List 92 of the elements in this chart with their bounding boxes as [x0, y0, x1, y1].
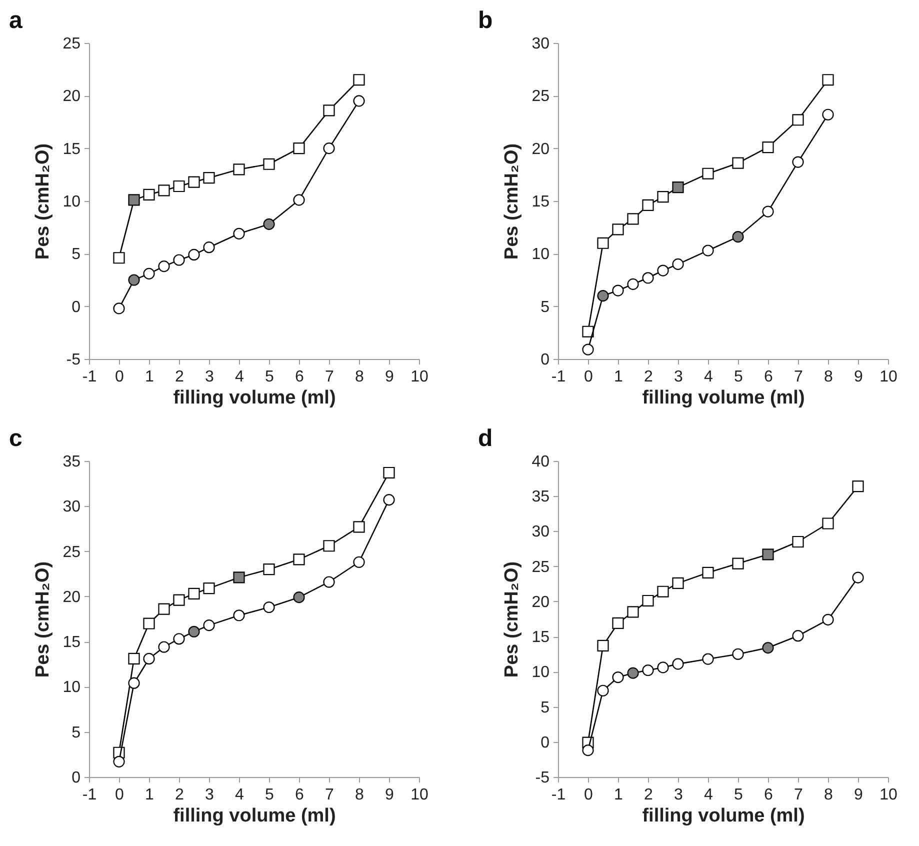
- x-tick-label: 6: [764, 786, 774, 804]
- y-tick-label: 10: [532, 246, 550, 264]
- y-tick-label: 5: [72, 724, 81, 742]
- x-tick-label: 1: [145, 368, 154, 386]
- x-tick-label: 2: [175, 786, 184, 804]
- x-tick-label: 1: [145, 786, 154, 804]
- x-tick-label: 7: [325, 368, 334, 386]
- x-axis-title: filling volume (ml): [642, 806, 805, 826]
- y-tick-label: 15: [532, 629, 550, 646]
- chart-title: b: [478, 7, 493, 34]
- y-tick-label: 35: [532, 488, 550, 506]
- x-tick-label: 10: [880, 368, 898, 386]
- x-axis-title: filling volume (ml): [173, 388, 336, 408]
- x-tick-label: 0: [115, 786, 124, 804]
- x-tick-label: 6: [764, 368, 774, 386]
- chart-title: a: [9, 7, 23, 34]
- x-tick-label: 9: [385, 786, 394, 804]
- y-tick-label: -5: [66, 352, 81, 368]
- y-tick-label: 30: [532, 36, 550, 52]
- y-tick-label: 20: [62, 588, 81, 606]
- x-tick-label: 1: [614, 786, 624, 804]
- x-tick-label: 0: [584, 368, 594, 386]
- y-tick-label: 5: [540, 699, 550, 716]
- x-tick-label: -1: [82, 786, 97, 804]
- x-tick-label: 0: [115, 368, 124, 386]
- x-tick-label: 5: [265, 368, 274, 386]
- y-tick-label: 25: [532, 88, 550, 106]
- y-tick-label: 15: [532, 194, 550, 210]
- chart-title: c: [9, 425, 22, 452]
- x-tick-label: 10: [880, 786, 898, 804]
- x-tick-label: 2: [175, 368, 184, 386]
- y-tick-label: -5: [535, 770, 550, 786]
- y-tick-label: 25: [532, 558, 550, 576]
- x-tick-label: 8: [355, 786, 364, 804]
- x-tick-label: 3: [674, 368, 684, 386]
- y-tick-label: 0: [540, 734, 550, 752]
- x-tick-label: 10: [410, 368, 428, 386]
- x-tick-label: 6: [295, 786, 304, 804]
- y-tick-label: 20: [532, 140, 550, 158]
- y-tick-label: 5: [72, 246, 81, 264]
- x-tick-label: 5: [734, 368, 744, 386]
- x-axis-title: filling volume (ml): [642, 388, 805, 408]
- x-tick-label: 3: [205, 368, 214, 386]
- y-tick-label: 0: [540, 352, 550, 368]
- y-tick-label: 20: [62, 88, 81, 106]
- x-tick-label: -1: [551, 368, 566, 386]
- x-axis-title: filling volume (ml): [173, 806, 336, 826]
- y-axis-title: Pes (cmH₂O): [32, 143, 54, 260]
- x-tick-label: 9: [854, 786, 864, 804]
- y-axis-title: Pes (cmH₂O): [502, 561, 523, 678]
- x-tick-label: 3: [205, 786, 214, 804]
- y-tick-label: 0: [72, 770, 81, 786]
- y-tick-label: 10: [532, 664, 550, 682]
- x-tick-label: 7: [794, 368, 804, 386]
- x-tick-label: -1: [82, 368, 97, 386]
- x-tick-label: 1: [614, 368, 624, 386]
- x-tick-label: 2: [644, 786, 654, 804]
- x-tick-label: 5: [734, 786, 744, 804]
- y-tick-label: 30: [62, 498, 81, 516]
- x-tick-label: 10: [410, 786, 428, 804]
- y-tick-label: 30: [532, 524, 550, 541]
- x-tick-label: 4: [235, 786, 244, 804]
- x-tick-label: 3: [674, 786, 684, 804]
- y-tick-label: 15: [62, 634, 81, 652]
- x-tick-label: 7: [325, 786, 334, 804]
- x-tick-label: 8: [824, 786, 834, 804]
- x-tick-label: 9: [854, 368, 864, 386]
- y-tick-label: 40: [532, 454, 550, 470]
- y-tick-label: 25: [62, 36, 81, 52]
- chart-title: d: [478, 425, 493, 452]
- y-tick-label: 35: [62, 454, 81, 470]
- x-tick-label: 2: [644, 368, 654, 386]
- y-axis-title: Pes (cmH₂O): [502, 143, 523, 260]
- x-tick-label: 0: [584, 786, 594, 804]
- x-tick-label: 7: [794, 786, 804, 804]
- y-tick-label: 10: [62, 194, 81, 210]
- x-tick-label: -1: [551, 786, 566, 804]
- y-tick-label: 10: [62, 679, 81, 696]
- x-tick-label: 9: [385, 368, 394, 386]
- x-tick-label: 4: [704, 368, 714, 386]
- x-tick-label: 4: [235, 368, 244, 386]
- x-tick-label: 6: [295, 368, 304, 386]
- y-tick-label: 5: [540, 298, 550, 316]
- x-tick-label: 8: [824, 368, 834, 386]
- y-tick-label: 15: [62, 140, 81, 158]
- x-tick-label: 8: [355, 368, 364, 386]
- y-tick-label: 0: [72, 298, 81, 316]
- y-tick-label: 20: [532, 594, 550, 611]
- y-tick-label: 25: [62, 544, 81, 561]
- x-tick-label: 5: [265, 786, 274, 804]
- y-axis-title: Pes (cmH₂O): [32, 561, 54, 678]
- x-tick-label: 4: [704, 786, 714, 804]
